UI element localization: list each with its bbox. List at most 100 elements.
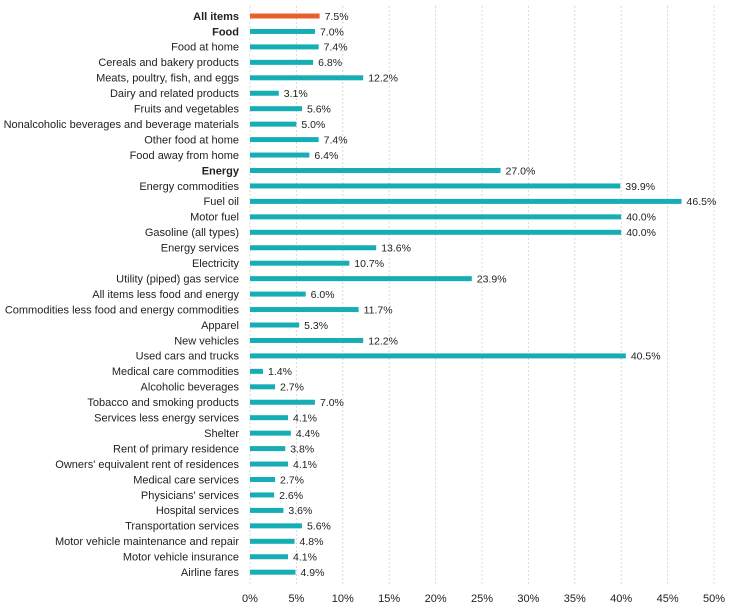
bar bbox=[250, 415, 289, 421]
value-label: 4.1% bbox=[293, 459, 317, 471]
bar bbox=[250, 291, 306, 297]
value-label: 5.0% bbox=[301, 119, 325, 131]
category-label: Commodities less food and energy commodi… bbox=[5, 304, 240, 316]
bar bbox=[250, 492, 275, 498]
x-tick-label: 10% bbox=[332, 593, 354, 605]
category-labels: All items Food Food at home Cereals and bak… bbox=[4, 11, 240, 579]
x-tick-label: 45% bbox=[657, 593, 679, 605]
value-label: 12.2% bbox=[368, 73, 398, 85]
category-label: Airline fares bbox=[181, 567, 240, 579]
value-label: 4.1% bbox=[293, 413, 317, 425]
grid-lines bbox=[249, 6, 715, 584]
category-label: Fruits and vegetables bbox=[134, 104, 240, 116]
value-labels: 7.5% 7.0% 7.4% 6.8% 12.2% 3.1% 5.6% 5.0% 7.4% 6.4… bbox=[268, 11, 716, 579]
bar bbox=[250, 168, 501, 173]
value-label: 7.4% bbox=[324, 134, 348, 146]
bar bbox=[250, 446, 286, 452]
category-label: Owners' equivalent rent of residences bbox=[55, 459, 239, 471]
category-label: Utility (piped) gas service bbox=[116, 273, 239, 285]
bar bbox=[250, 399, 315, 405]
value-label: 13.6% bbox=[381, 243, 411, 255]
category-label: Energy commodities bbox=[139, 181, 239, 193]
value-label: 6.4% bbox=[314, 150, 338, 162]
value-label: 46.5% bbox=[687, 196, 717, 208]
bar bbox=[250, 44, 319, 50]
x-tick-label: 35% bbox=[564, 593, 586, 605]
category-label: Dairy and related products bbox=[110, 88, 240, 100]
value-label: 2.6% bbox=[279, 490, 303, 502]
category-label: All items less food and energy bbox=[92, 289, 239, 301]
bar bbox=[250, 152, 310, 158]
value-label: 10.7% bbox=[354, 258, 384, 270]
bar bbox=[250, 477, 276, 482]
category-label: Physicians' services bbox=[141, 490, 240, 502]
category-label: Motor fuel bbox=[190, 212, 239, 224]
category-label: Other food at home bbox=[144, 134, 239, 146]
category-label: Rent of primary residence bbox=[113, 443, 239, 455]
bar bbox=[250, 245, 377, 251]
bar bbox=[250, 75, 364, 81]
bar bbox=[250, 28, 315, 34]
value-label: 40.0% bbox=[626, 227, 656, 239]
value-label: 5.6% bbox=[307, 104, 331, 116]
bar bbox=[250, 384, 276, 390]
category-label: Medical care services bbox=[133, 474, 239, 486]
category-label: Medical care commodities bbox=[112, 366, 240, 378]
bar bbox=[250, 337, 364, 343]
bar bbox=[250, 183, 621, 189]
category-label: Tobacco and smoking products bbox=[87, 397, 239, 409]
x-tick-label: 5% bbox=[288, 593, 304, 605]
bar bbox=[250, 59, 314, 65]
bar bbox=[250, 569, 296, 575]
bar bbox=[250, 430, 291, 436]
value-label: 4.1% bbox=[293, 552, 317, 564]
category-label: Food at home bbox=[171, 42, 239, 54]
bar bbox=[250, 461, 289, 467]
category-label: Alcoholic beverages bbox=[141, 382, 240, 394]
bar bbox=[250, 353, 626, 359]
value-label: 7.0% bbox=[320, 397, 344, 409]
value-label: 27.0% bbox=[506, 165, 536, 177]
category-label: New vehicles bbox=[174, 335, 239, 347]
category-label: Services less energy services bbox=[94, 413, 239, 425]
bar bbox=[250, 538, 295, 544]
category-label: Hospital services bbox=[156, 505, 240, 517]
category-label: Apparel bbox=[201, 320, 239, 332]
category-label: Fuel oil bbox=[204, 196, 239, 208]
value-label: 5.6% bbox=[307, 521, 331, 533]
value-label: 7.4% bbox=[324, 42, 348, 54]
bar bbox=[250, 137, 319, 143]
category-label: Motor vehicle insurance bbox=[123, 552, 239, 564]
x-tick-label: 50% bbox=[703, 593, 725, 605]
bar bbox=[250, 368, 263, 374]
x-tick-label: 30% bbox=[517, 593, 539, 605]
bar bbox=[250, 507, 284, 513]
category-label: Food bbox=[212, 26, 239, 38]
category-label: Motor vehicle maintenance and repair bbox=[55, 536, 239, 548]
category-label: Energy bbox=[202, 165, 240, 177]
x-tick-label: 25% bbox=[471, 593, 493, 605]
category-label: Shelter bbox=[204, 428, 239, 440]
bar bbox=[250, 198, 682, 204]
bar bbox=[250, 523, 302, 529]
value-label: 6.0% bbox=[311, 289, 335, 301]
value-label: 4.8% bbox=[300, 536, 324, 548]
category-label: Electricity bbox=[192, 258, 240, 270]
category-label: All items bbox=[193, 11, 239, 23]
category-label: Transportation services bbox=[125, 521, 239, 533]
value-label: 11.7% bbox=[364, 304, 393, 316]
category-label: Cereals and bakery products bbox=[98, 57, 239, 69]
x-tick-label: 15% bbox=[378, 593, 400, 605]
x-tick-label: 40% bbox=[610, 593, 632, 605]
bar bbox=[250, 307, 359, 313]
value-label: 6.8% bbox=[318, 57, 342, 69]
value-label: 40.0% bbox=[626, 212, 656, 224]
value-label: 2.7% bbox=[280, 474, 304, 486]
category-label: Nonalcoholic beverages and beverage mate… bbox=[4, 119, 240, 131]
category-label: Meats, poultry, fish, and eggs bbox=[96, 73, 239, 85]
value-label: 3.1% bbox=[284, 88, 308, 100]
x-tick-label: 20% bbox=[425, 593, 447, 605]
bars bbox=[250, 13, 682, 575]
bar bbox=[250, 121, 297, 127]
